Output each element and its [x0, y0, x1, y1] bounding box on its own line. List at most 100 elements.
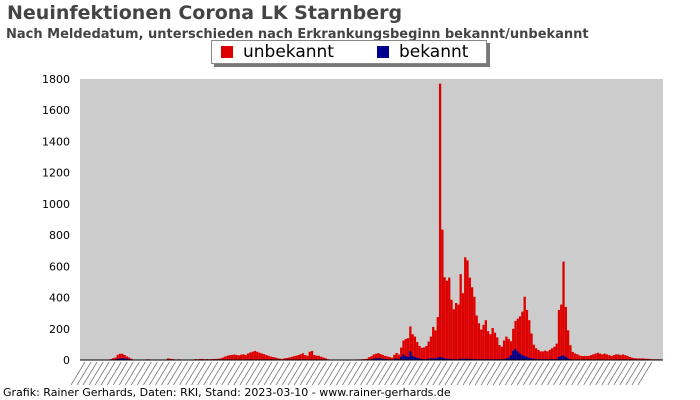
- y-tick-label: 1400: [42, 135, 70, 148]
- bar-unbekannt: [436, 317, 439, 360]
- bar-bekannt: [116, 358, 119, 360]
- bar-unbekannt: [470, 287, 474, 360]
- bar-unbekannt: [381, 354, 385, 360]
- bar-unbekannt: [603, 353, 606, 360]
- bar-bekannt: [372, 358, 375, 360]
- bar-bekannt: [406, 356, 410, 360]
- y-tick-label: 200: [49, 323, 70, 336]
- bar-unbekannt: [507, 338, 510, 360]
- bar-unbekannt: [292, 356, 295, 360]
- x-tick-mark: [130, 361, 146, 386]
- bar-unbekannt: [397, 354, 401, 360]
- x-tick-mark: [209, 361, 225, 386]
- bar-unbekannt: [635, 358, 638, 360]
- x-tick-mark: [143, 361, 158, 386]
- bar-unbekannt: [443, 277, 446, 360]
- bar-unbekannt: [482, 324, 485, 361]
- x-tick-mark: [251, 361, 267, 386]
- y-tick-label: 400: [49, 292, 70, 305]
- x-tick-mark: [637, 361, 653, 386]
- y-axis: 0 200 400 600 800 1000 1200 1400 1600 1800: [42, 73, 70, 367]
- bar-unbekannt: [560, 304, 563, 360]
- x-tick-mark: [118, 361, 134, 386]
- bar-unbekannt: [420, 347, 423, 360]
- bar-unbekannt: [454, 303, 458, 360]
- x-tick-mark: [281, 361, 297, 386]
- bar-bekannt: [125, 358, 129, 360]
- bar-unbekannt: [544, 350, 547, 360]
- bar-bekannt: [420, 358, 423, 360]
- bar-bekannt: [434, 358, 437, 360]
- x-tick-mark: [456, 361, 472, 386]
- x-tick-mark: [510, 361, 526, 386]
- x-tick-mark: [595, 361, 611, 386]
- bar-unbekannt: [518, 316, 522, 360]
- x-tick-mark: [88, 361, 104, 386]
- bar-unbekannt: [404, 338, 407, 360]
- bar-unbekannt: [276, 358, 279, 360]
- bar-unbekannt: [166, 358, 170, 360]
- x-tick-mark: [360, 361, 375, 386]
- bar-unbekannt: [496, 337, 499, 360]
- bar-unbekannt: [438, 83, 442, 361]
- bar-bekannt: [560, 356, 563, 360]
- bar-unbekannt: [372, 354, 375, 360]
- bar-unbekannt: [573, 353, 577, 360]
- x-tick-mark: [541, 361, 556, 386]
- bar-unbekannt: [461, 293, 465, 360]
- bar-unbekannt: [272, 357, 275, 360]
- y-tick-label: 1800: [42, 73, 70, 86]
- bar-unbekannt: [624, 355, 627, 360]
- legend-swatch-bekannt: [377, 46, 389, 58]
- bar-bekannt: [557, 356, 561, 360]
- x-tick-mark: [330, 361, 345, 386]
- bar-bekannt: [562, 355, 565, 360]
- bar-unbekannt: [512, 328, 515, 360]
- bar-unbekannt: [240, 354, 243, 360]
- legend-item-bekannt: bekannt: [377, 42, 468, 62]
- x-tick-mark: [378, 361, 393, 386]
- bar-bekannt: [518, 353, 522, 360]
- x-tick-mark: [426, 361, 442, 386]
- bar-unbekannt: [230, 354, 234, 360]
- bar-unbekannt: [555, 343, 558, 360]
- bar-series: [107, 83, 661, 361]
- bar-unbekannt: [395, 352, 398, 360]
- bar-unbekannt: [429, 336, 433, 360]
- bar-unbekannt: [224, 356, 227, 360]
- bar-unbekannt: [406, 338, 410, 360]
- x-tick-mark: [553, 361, 568, 386]
- x-tick-mark: [197, 361, 213, 386]
- bar-unbekannt: [445, 280, 449, 360]
- bar-unbekannt: [587, 355, 590, 360]
- bar-unbekannt: [564, 306, 567, 360]
- x-tick-mark: [311, 361, 327, 386]
- x-tick-mark: [450, 361, 466, 386]
- bar-unbekannt: [571, 351, 574, 360]
- bar-bekannt: [395, 358, 398, 360]
- x-tick-mark: [348, 361, 363, 386]
- bar-unbekannt: [530, 333, 533, 360]
- bar-bekannt: [418, 358, 421, 360]
- bar-unbekannt: [418, 345, 421, 360]
- x-tick-mark: [221, 361, 237, 386]
- x-tick-mark: [185, 361, 200, 386]
- bar-unbekannt: [269, 356, 273, 360]
- bar-unbekannt: [388, 357, 391, 360]
- bar-unbekannt: [320, 356, 323, 360]
- bar-bekannt: [530, 358, 533, 360]
- bar-bekannt: [379, 358, 382, 360]
- bar-unbekannt: [370, 356, 373, 360]
- bar-unbekannt: [114, 357, 117, 360]
- bar-unbekannt: [322, 357, 325, 360]
- x-tick-mark: [529, 361, 544, 386]
- x-tick-mark: [390, 361, 406, 386]
- bar-bekannt: [402, 354, 405, 360]
- x-tick-mark: [137, 361, 152, 386]
- bar-unbekannt: [539, 351, 542, 360]
- bar-unbekannt: [486, 331, 490, 360]
- bar-unbekannt: [258, 352, 261, 360]
- bar-unbekannt: [617, 354, 620, 360]
- bar-unbekannt: [374, 353, 378, 360]
- bar-unbekannt: [459, 274, 462, 360]
